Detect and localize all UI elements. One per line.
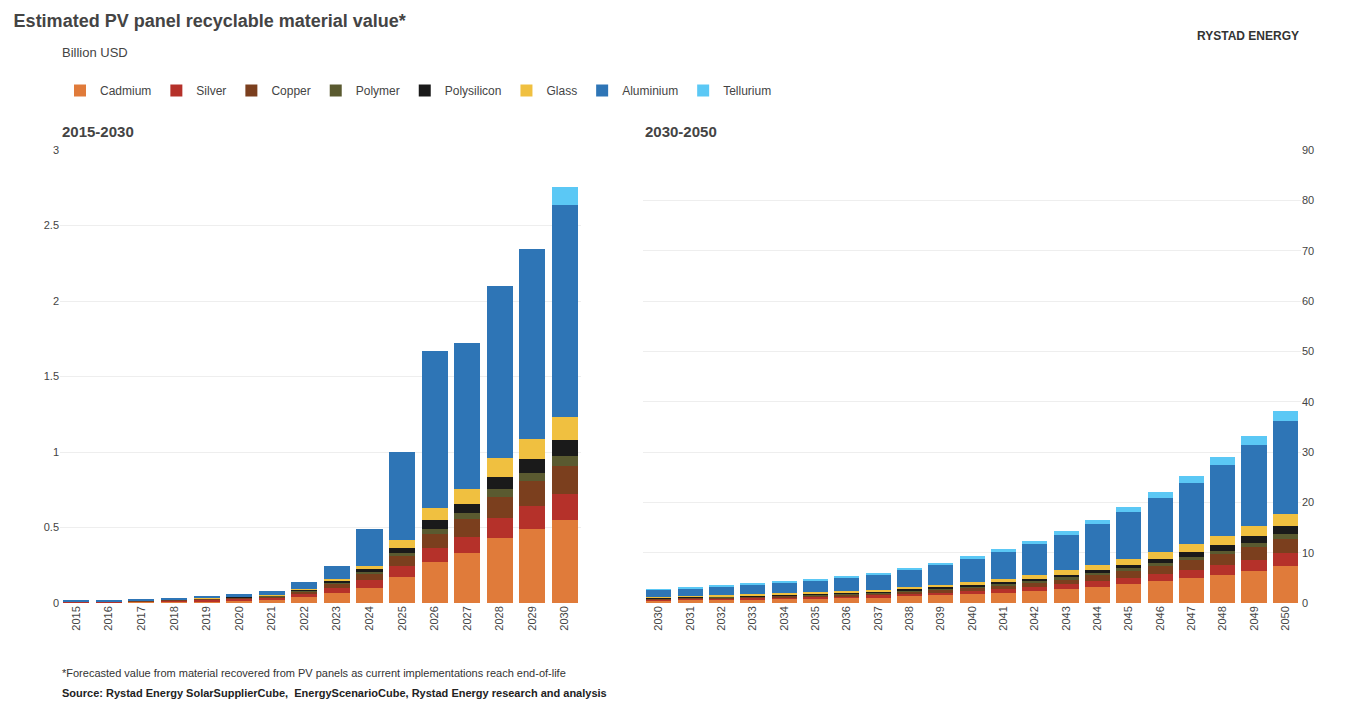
- svg-text:Cadmium: Cadmium: [100, 84, 151, 98]
- svg-text:2036: 2036: [840, 606, 852, 630]
- svg-text:Glass: Glass: [546, 84, 577, 98]
- svg-text:80: 80: [1302, 194, 1314, 206]
- svg-text:2021: 2021: [265, 606, 277, 630]
- svg-text:2025: 2025: [396, 606, 408, 630]
- svg-text:2043: 2043: [1060, 606, 1072, 630]
- svg-text:2015: 2015: [70, 606, 82, 630]
- svg-text:2024: 2024: [363, 606, 375, 630]
- svg-text:2029: 2029: [526, 606, 538, 630]
- svg-text:2: 2: [53, 295, 59, 307]
- svg-text:Polymer: Polymer: [356, 84, 400, 98]
- svg-text:*Forecasted value from materia: *Forecasted value from material recovere…: [62, 667, 566, 679]
- svg-text:10: 10: [1302, 547, 1314, 559]
- svg-text:70: 70: [1302, 245, 1314, 257]
- svg-text:2020: 2020: [233, 606, 245, 630]
- svg-text:2048: 2048: [1216, 606, 1228, 630]
- svg-text:2039: 2039: [934, 606, 946, 630]
- svg-text:2044: 2044: [1091, 606, 1103, 630]
- svg-text:Billion USD: Billion USD: [62, 45, 128, 60]
- svg-text:RYSTAD ENERGY: RYSTAD ENERGY: [1197, 29, 1299, 43]
- svg-text:2049: 2049: [1248, 606, 1260, 630]
- svg-text:20: 20: [1302, 496, 1314, 508]
- svg-text:2045: 2045: [1122, 606, 1134, 630]
- svg-text:30: 30: [1302, 446, 1314, 458]
- svg-text:2022: 2022: [298, 606, 310, 630]
- svg-text:2017: 2017: [135, 606, 147, 630]
- svg-text:0: 0: [53, 597, 59, 609]
- svg-text:2.5: 2.5: [44, 219, 59, 231]
- svg-text:Tellurium: Tellurium: [723, 84, 771, 98]
- svg-text:2026: 2026: [428, 606, 440, 630]
- svg-text:2032: 2032: [715, 606, 727, 630]
- svg-text:Silver: Silver: [196, 84, 226, 98]
- svg-text:2050: 2050: [1279, 606, 1291, 630]
- svg-text:2027: 2027: [461, 606, 473, 630]
- svg-text:50: 50: [1302, 345, 1314, 357]
- svg-text:Copper: Copper: [271, 84, 310, 98]
- svg-text:2046: 2046: [1154, 606, 1166, 630]
- svg-text:1: 1: [53, 446, 59, 458]
- svg-text:2040: 2040: [966, 606, 978, 630]
- svg-text:2034: 2034: [778, 606, 790, 630]
- svg-text:2047: 2047: [1185, 606, 1197, 630]
- svg-text:2035: 2035: [809, 606, 821, 630]
- svg-text:2033: 2033: [746, 606, 758, 630]
- svg-text:0: 0: [1302, 597, 1308, 609]
- svg-text:Estimated PV panel recyclable: Estimated PV panel recyclable material v…: [14, 11, 406, 31]
- svg-text:2019: 2019: [200, 606, 212, 630]
- svg-text:40: 40: [1302, 396, 1314, 408]
- svg-text:2030: 2030: [559, 606, 571, 630]
- svg-text:2028: 2028: [493, 606, 505, 630]
- svg-text:90: 90: [1302, 144, 1314, 156]
- svg-text:0.5: 0.5: [44, 521, 59, 533]
- svg-text:2018: 2018: [168, 606, 180, 630]
- svg-text:2041: 2041: [997, 606, 1009, 630]
- svg-text:60: 60: [1302, 295, 1314, 307]
- svg-text:2016: 2016: [102, 606, 114, 630]
- svg-text:Polysilicon: Polysilicon: [445, 84, 502, 98]
- svg-text:2030: 2030: [653, 606, 665, 630]
- svg-text:2023: 2023: [330, 606, 342, 630]
- svg-text:2038: 2038: [903, 606, 915, 630]
- svg-text:1.5: 1.5: [44, 370, 59, 382]
- svg-text:2030-2050: 2030-2050: [645, 123, 717, 140]
- svg-text:3: 3: [53, 144, 59, 156]
- svg-text:2042: 2042: [1028, 606, 1040, 630]
- svg-text:2037: 2037: [872, 606, 884, 630]
- svg-text:2015-2030: 2015-2030: [62, 123, 134, 140]
- svg-text:2031: 2031: [684, 606, 696, 630]
- svg-text:Source: Rystad Energy SolarSup: Source: Rystad Energy SolarSupplierCube,…: [62, 687, 607, 699]
- svg-text:Aluminium: Aluminium: [622, 84, 678, 98]
